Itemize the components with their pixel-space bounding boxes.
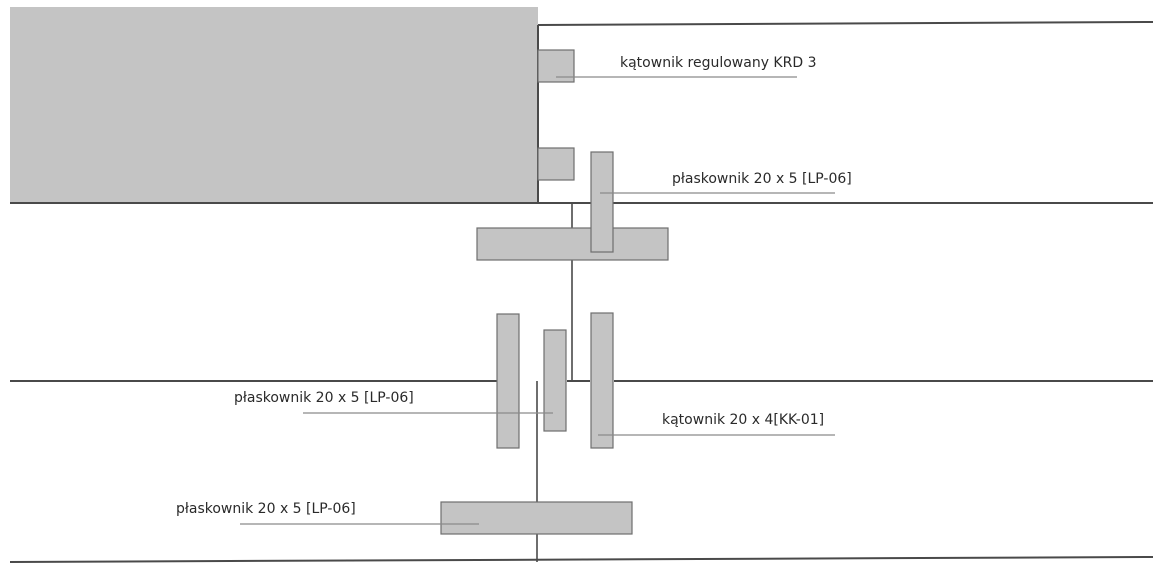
label-lp-bottom: płaskownik 20 x 5 [LP-06]	[176, 501, 356, 517]
wall-block	[10, 7, 538, 203]
angle-bar-vertical-right	[590, 312, 614, 449]
label-lp-top: płaskownik 20 x 5 [LP-06]	[672, 171, 852, 187]
flat-bar-horizontal-upper	[476, 227, 669, 261]
flat-bar-vertical-middle	[543, 329, 567, 432]
angle-bracket-krd-lower	[537, 147, 575, 181]
flat-bar-vertical-upper	[590, 151, 614, 253]
floor-line	[9, 556, 1153, 563]
label-kk: kątownik 20 x 4[KK-01]	[662, 412, 824, 428]
flat-bar-horizontal-lower	[440, 501, 633, 535]
panel-top-edge	[537, 21, 1153, 26]
label-krd: kątownik regulowany KRD 3	[620, 55, 816, 71]
label-lp-middle: płaskownik 20 x 5 [LP-06]	[234, 390, 414, 406]
flat-bar-vertical-left	[496, 313, 520, 449]
